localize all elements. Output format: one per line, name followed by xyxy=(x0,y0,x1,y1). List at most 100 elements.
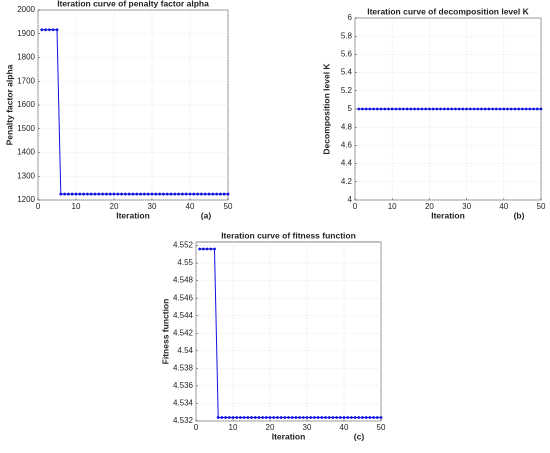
marker xyxy=(150,192,154,196)
marker xyxy=(379,107,383,111)
marker xyxy=(409,107,413,111)
marker xyxy=(202,247,205,251)
annotation: (b) xyxy=(514,210,525,220)
marker xyxy=(517,107,521,111)
marker xyxy=(416,107,420,111)
marker xyxy=(357,107,361,111)
marker xyxy=(59,192,63,196)
marker xyxy=(524,107,528,111)
marker xyxy=(209,247,213,251)
marker xyxy=(454,107,457,111)
marker xyxy=(169,192,173,196)
marker xyxy=(513,107,517,111)
x-tick-label: 10 xyxy=(388,202,397,211)
marker xyxy=(320,416,324,419)
marker xyxy=(364,107,368,111)
marker xyxy=(226,192,230,196)
y-tick-label: 5.4 xyxy=(341,68,353,77)
marker xyxy=(89,192,93,196)
y-tick-label: 1800 xyxy=(17,53,35,62)
y-tick-label: 4.548 xyxy=(173,276,194,285)
marker xyxy=(506,107,509,111)
panel: 0 10 20 30 40 50 4 4.2 4.4 4.6 4.8 5 5.2 5.4 5.6 5.8 6 It… xyxy=(321,6,546,220)
marker xyxy=(105,192,108,196)
marker xyxy=(181,192,184,196)
marker xyxy=(364,416,368,419)
marker xyxy=(78,192,82,196)
chart-title: Iteration curve of penalty factor alpha xyxy=(57,0,209,8)
y-tick-label: 4.55 xyxy=(177,258,193,267)
marker xyxy=(227,416,231,419)
x-tick-label: 40 xyxy=(499,202,508,211)
marker xyxy=(257,416,261,419)
marker xyxy=(361,416,364,419)
marker xyxy=(357,416,361,419)
marker xyxy=(327,416,331,419)
marker xyxy=(188,192,192,196)
marker xyxy=(40,28,44,32)
y-tick-label: 4.546 xyxy=(173,293,194,302)
marker xyxy=(420,107,424,111)
marker xyxy=(211,192,215,196)
marker xyxy=(468,107,472,111)
marker xyxy=(387,107,390,111)
marker xyxy=(368,416,372,419)
marker xyxy=(439,107,442,111)
marker xyxy=(101,192,104,196)
y-tick-label: 4.6 xyxy=(341,141,353,150)
x-tick-label: 50 xyxy=(377,423,386,432)
marker xyxy=(224,416,228,419)
marker xyxy=(483,107,487,111)
marker xyxy=(390,107,394,111)
marker xyxy=(196,192,200,196)
y-axis-label: Fitness function xyxy=(160,299,170,365)
marker xyxy=(498,107,502,111)
marker xyxy=(131,192,135,196)
marker xyxy=(253,416,257,419)
marker xyxy=(158,192,162,196)
chart-title: Iteration curve of fitness function xyxy=(221,230,356,240)
marker xyxy=(457,107,461,111)
marker xyxy=(261,416,264,419)
x-axis-label: Iteration xyxy=(116,210,150,220)
x-tick-label: 30 xyxy=(462,202,471,211)
marker xyxy=(405,107,409,111)
y-tick-label: 4.536 xyxy=(173,381,194,390)
x-tick-label: 40 xyxy=(340,423,349,432)
marker xyxy=(413,107,416,111)
marker xyxy=(290,416,294,419)
marker xyxy=(305,416,309,419)
x-tick-label: 10 xyxy=(72,202,81,211)
y-tick-label: 1300 xyxy=(17,171,35,180)
marker xyxy=(394,107,398,111)
marker xyxy=(67,192,70,196)
y-tick-label: 1600 xyxy=(17,100,35,109)
marker xyxy=(309,416,313,419)
marker xyxy=(124,192,127,196)
y-tick-label: 4.544 xyxy=(173,311,194,320)
marker xyxy=(379,416,383,419)
x-tick-label: 20 xyxy=(425,202,434,211)
marker xyxy=(346,416,350,419)
marker xyxy=(268,416,272,419)
marker xyxy=(476,107,480,111)
marker xyxy=(242,416,246,419)
marker xyxy=(398,107,402,111)
marker xyxy=(55,28,59,32)
marker xyxy=(173,192,177,196)
marker xyxy=(338,416,342,419)
y-tick-label: 6 xyxy=(348,13,353,22)
marker xyxy=(324,416,327,419)
marker xyxy=(239,416,242,419)
marker xyxy=(279,416,283,419)
marker xyxy=(44,28,47,32)
marker xyxy=(222,192,226,196)
marker xyxy=(86,192,89,196)
marker xyxy=(509,107,513,111)
x-axis-label: Iteration xyxy=(272,431,306,441)
y-tick-label: 1500 xyxy=(17,124,35,133)
marker xyxy=(446,107,450,111)
marker xyxy=(401,107,405,111)
marker xyxy=(127,192,131,196)
marker xyxy=(250,416,253,419)
